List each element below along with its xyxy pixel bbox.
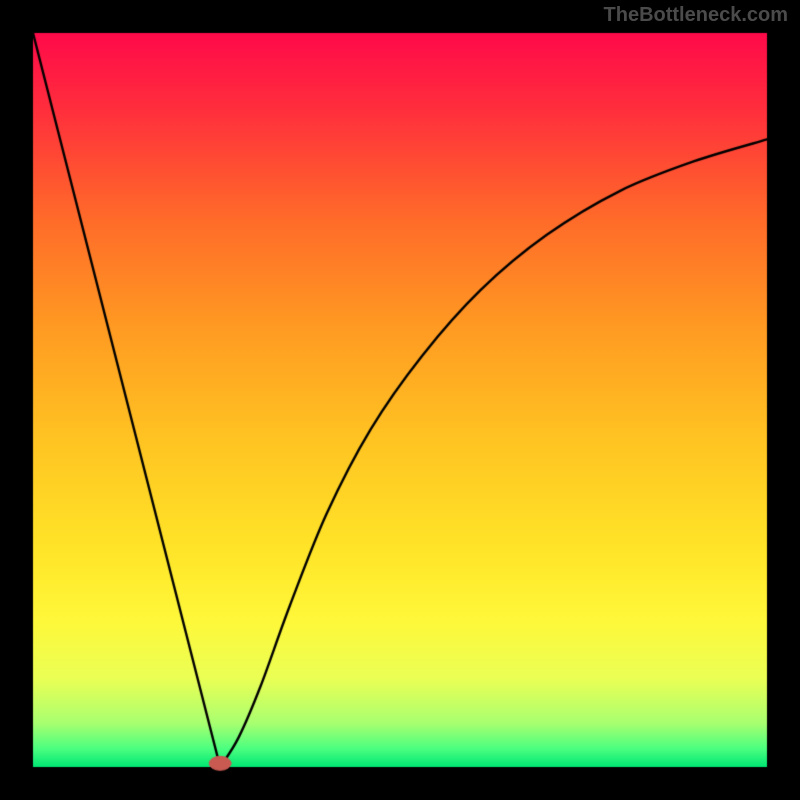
bottleneck-curve-chart — [0, 0, 800, 800]
chart-container: TheBottleneck.com — [0, 0, 800, 800]
